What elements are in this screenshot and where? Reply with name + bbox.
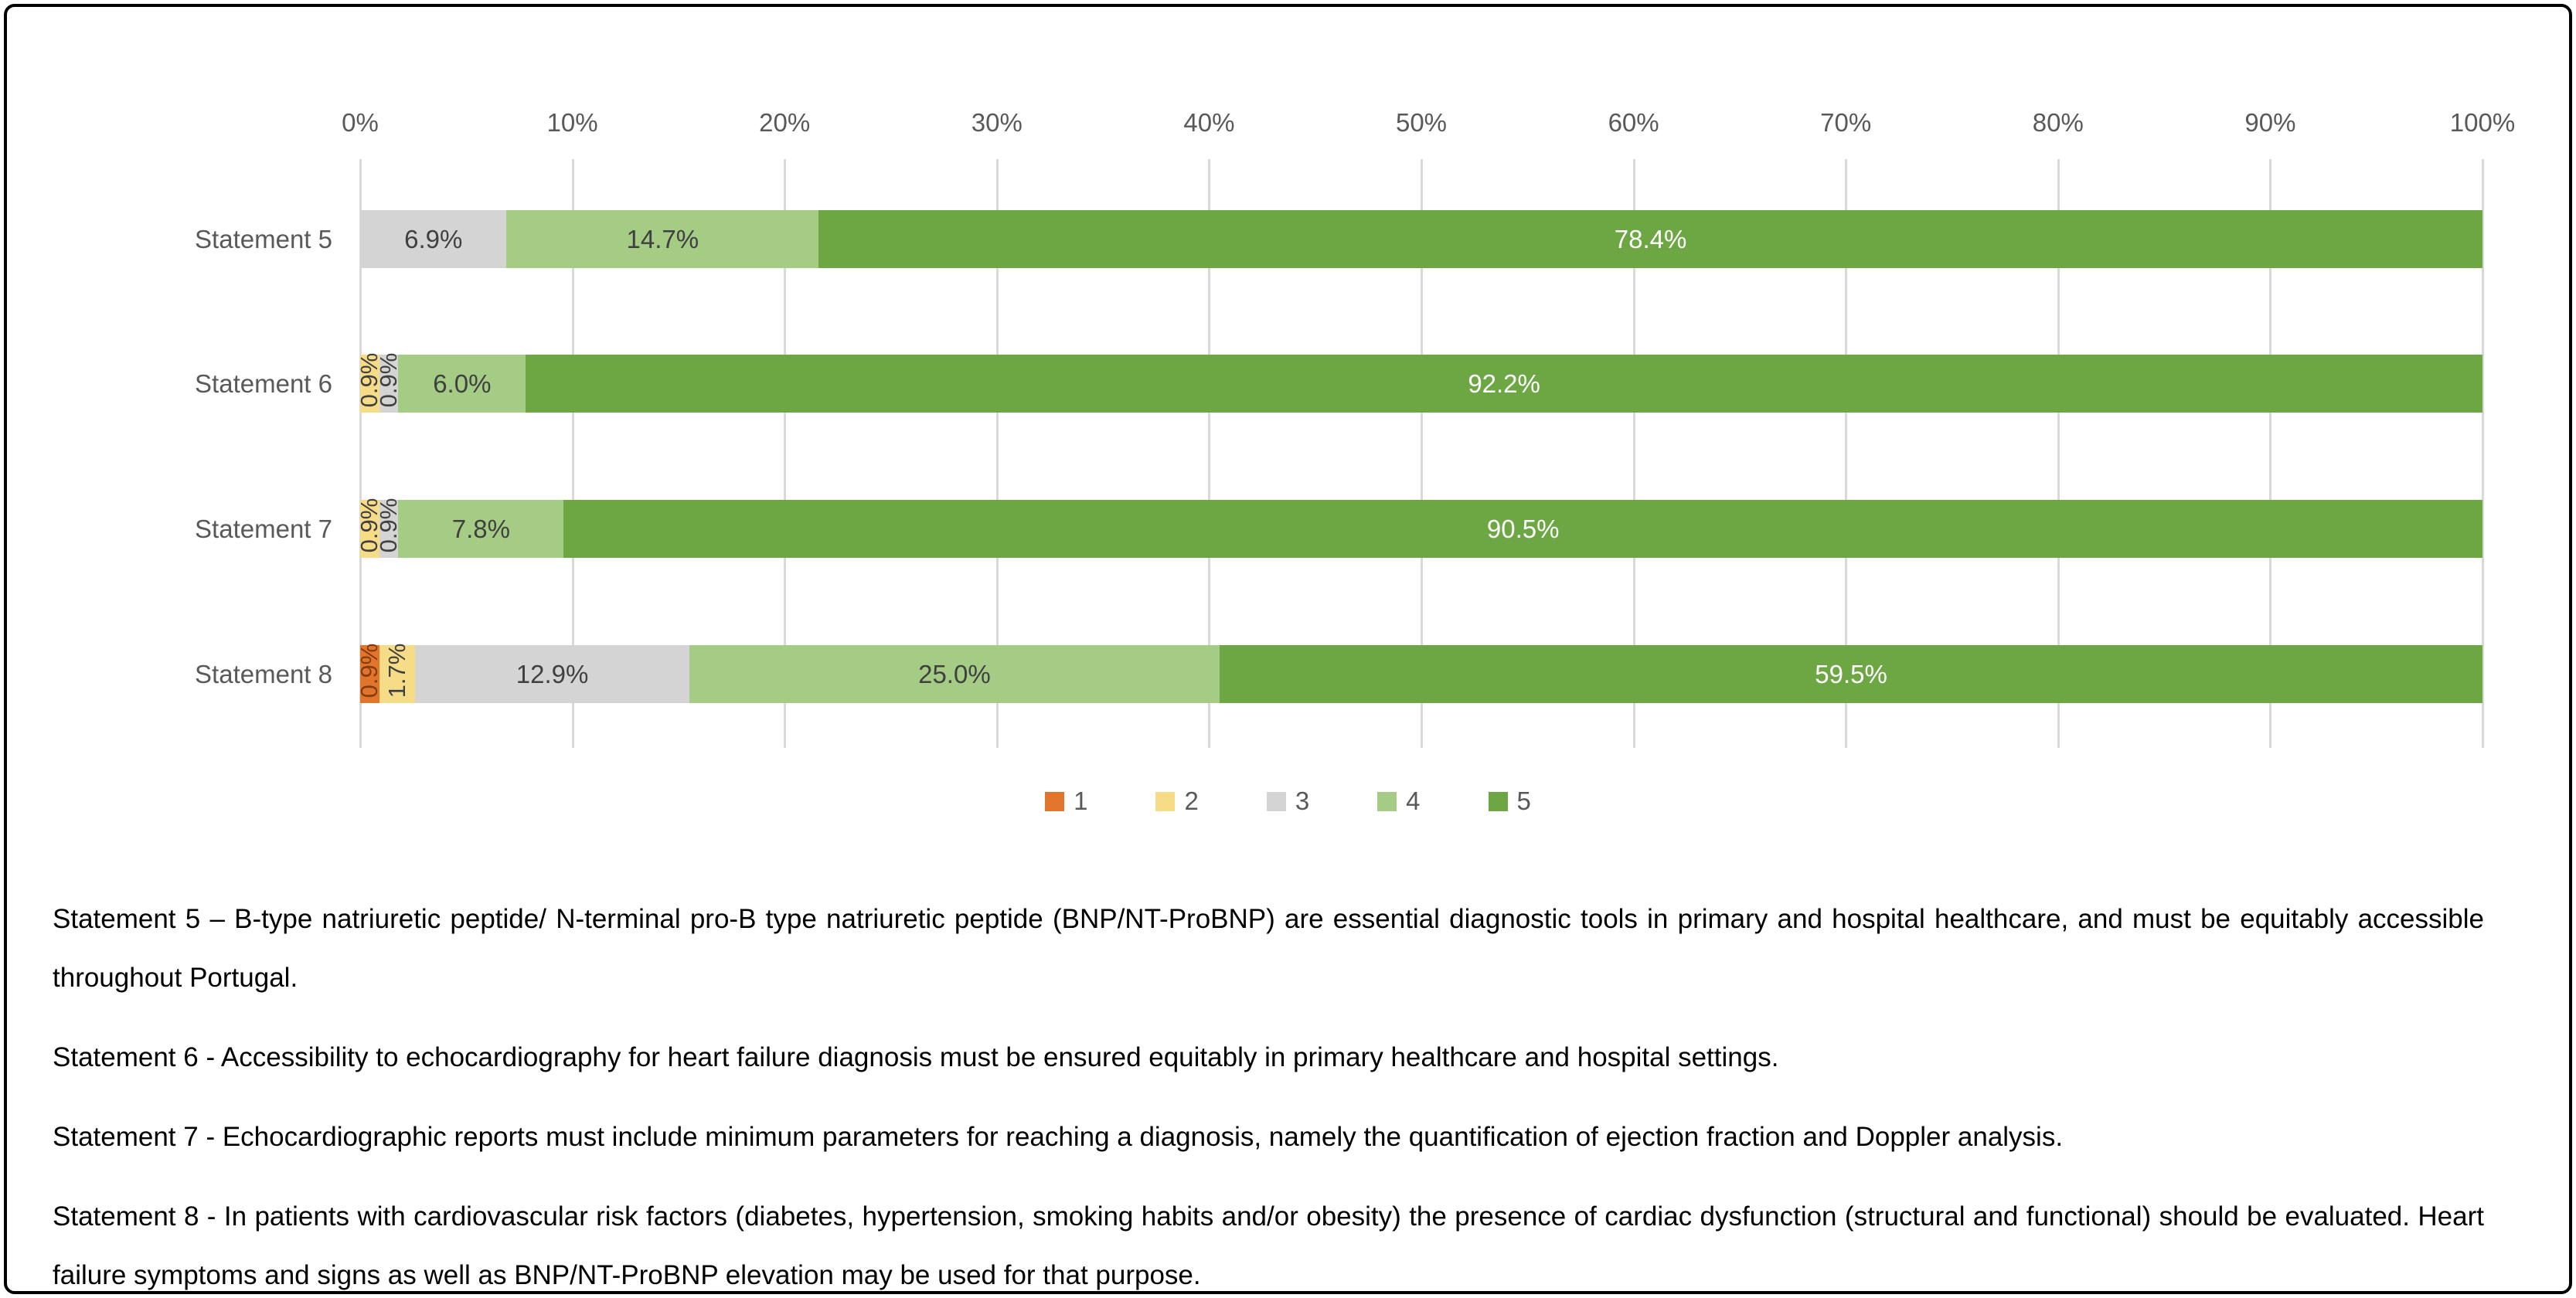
legend-item-1: 1 xyxy=(1045,787,1087,816)
gridline-90 xyxy=(2269,159,2272,748)
segment-value-label: 7.8% xyxy=(451,514,510,543)
legend-label: 5 xyxy=(1516,787,1531,815)
segment-value-label: 59.5% xyxy=(1815,659,1887,688)
statement-text-6: Statement 6 - Accessibility to echocardi… xyxy=(53,1042,1779,1072)
category-label: Statement 5 xyxy=(195,225,332,253)
segment-value-label: 0.9% xyxy=(356,643,383,698)
legend-label: 3 xyxy=(1295,787,1310,815)
legend-label: 2 xyxy=(1184,787,1199,815)
segment-value-label: 6.0% xyxy=(433,369,492,398)
chart-legend: 1 2 3 4 5 xyxy=(0,787,2576,816)
legend-swatch-3 xyxy=(1266,791,1286,811)
statements-block: Statement 5 – B-type natriuretic peptide… xyxy=(53,890,2484,1298)
axis-tick-label-20: 20% xyxy=(759,108,811,137)
axis-tick-label-60: 60% xyxy=(1608,108,1659,137)
bar-segment-level-5: 78.4% xyxy=(818,210,2482,268)
category-label: Statement 6 xyxy=(195,369,332,398)
bar-segment-level-3: 0.9% xyxy=(375,353,402,413)
segment-value-label: 0.9% xyxy=(375,352,403,408)
gridline-50 xyxy=(1421,159,1423,748)
legend-item-4: 4 xyxy=(1377,787,1421,816)
segment-value-label: 92.2% xyxy=(1468,369,1540,398)
gridline-100 xyxy=(2482,159,2484,748)
gridline-60 xyxy=(1632,159,1635,748)
category-label: Statement 7 xyxy=(195,515,332,543)
gridline-20 xyxy=(784,159,787,748)
axis-tick-label-40: 40% xyxy=(1183,108,1235,137)
bar-segment-level-3: 12.9% xyxy=(415,645,689,703)
gridline-40 xyxy=(1208,159,1211,748)
bar-row: 0.9% 0.9% 6.0% 92.2% xyxy=(356,353,2483,413)
legend-swatch-1 xyxy=(1045,791,1065,811)
axis-tick-label-90: 90% xyxy=(2244,108,2296,137)
segment-value-label: 0.9% xyxy=(375,498,403,553)
legend-label: 1 xyxy=(1074,787,1088,815)
gridline-80 xyxy=(2057,159,2060,748)
gridline-10 xyxy=(571,159,574,748)
segment-value-label: 1.7% xyxy=(383,643,411,698)
axis-tick-label-100: 100% xyxy=(2449,108,2516,137)
bar-row: 6.9% 14.7% 78.4% xyxy=(360,210,2482,268)
legend-swatch-5 xyxy=(1488,791,1508,811)
segment-value-label: 25.0% xyxy=(918,659,991,688)
bar-segment-level-3: 0.9% xyxy=(375,498,402,558)
segment-value-label: 78.4% xyxy=(1614,224,1687,253)
statement-text-7: Statement 7 - Echocardiographic reports … xyxy=(53,1122,2064,1152)
bar-segment-level-5: 90.5% xyxy=(563,500,2482,558)
statement-text-5: Statement 5 – B-type natriuretic peptide… xyxy=(53,904,2484,993)
gridline-30 xyxy=(995,159,999,748)
axis-tick-label-50: 50% xyxy=(1395,108,1448,137)
axis-tick-label-30: 30% xyxy=(971,108,1023,137)
bar-segment-level-4: 25.0% xyxy=(689,645,1220,703)
bar-segment-level-2: 0.9% xyxy=(356,498,383,558)
bar-segment-level-5: 59.5% xyxy=(1220,645,2483,703)
bar-segment-level-2: 1.7% xyxy=(379,643,416,703)
statement-text-8: Statement 8 - In patients with cardiovas… xyxy=(53,1201,2484,1290)
bar-row: 0.9% 1.7% 12.9% 25.0% 59.5% xyxy=(356,643,2483,703)
axis-tick-label-70: 70% xyxy=(1820,108,1872,137)
legend-label: 4 xyxy=(1406,787,1421,815)
bar-row: 0.9% 0.9% 7.8% 90.5% xyxy=(356,498,2482,558)
gridline-0 xyxy=(359,159,362,748)
legend-item-5: 5 xyxy=(1488,787,1531,816)
bar-segment-level-4: 14.7% xyxy=(506,210,819,268)
bar-segment-level-1: 0.9% xyxy=(356,644,383,703)
chart-plot: 0% 10% 20% 30% 40% 50% 60% 70% 80% 90% 100% Statem… xyxy=(195,108,2515,773)
axis-tick-label-0: 0% xyxy=(342,108,379,137)
axis-tick-label-10: 10% xyxy=(546,108,598,137)
bar-segment-level-4: 7.8% xyxy=(398,500,564,558)
segment-value-label: 90.5% xyxy=(1486,514,1560,543)
axis-tick-label-80: 80% xyxy=(2032,108,2084,137)
bar-segment-level-5: 92.2% xyxy=(526,355,2483,413)
gridline-70 xyxy=(1845,159,1848,748)
legend-swatch-4 xyxy=(1377,791,1397,811)
bar-segment-level-3: 6.9% xyxy=(360,210,507,268)
segment-value-label: 14.7% xyxy=(626,224,699,253)
bar-segment-level-4: 6.0% xyxy=(398,355,526,413)
segment-value-label: 12.9% xyxy=(516,659,589,688)
bar-segment-level-2: 0.9% xyxy=(356,353,383,413)
legend-item-3: 3 xyxy=(1266,787,1310,816)
category-label: Statement 8 xyxy=(195,660,332,688)
legend-swatch-2 xyxy=(1155,791,1176,811)
segment-value-label: 6.9% xyxy=(404,224,463,253)
legend-item-2: 2 xyxy=(1155,787,1199,816)
